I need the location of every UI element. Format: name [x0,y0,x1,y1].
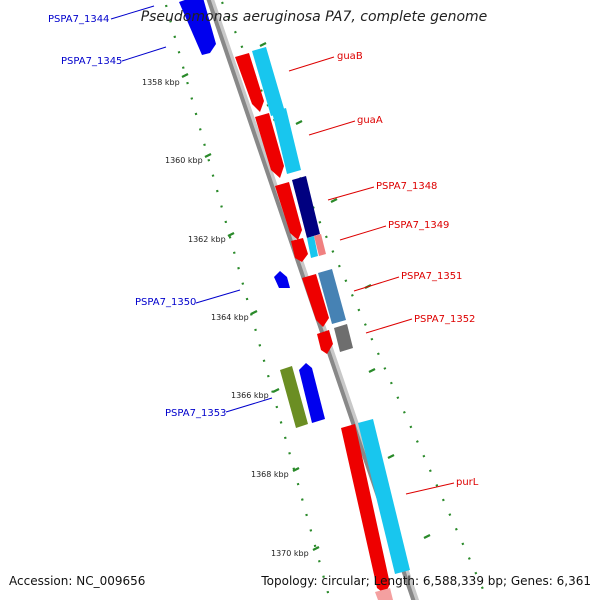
connector-PSPA7_1353 [225,397,273,413]
tick-label: 1358 kbp [142,78,180,87]
map-title: Pseudomonas aeruginosa PA7, complete gen… [140,9,488,25]
tick-label: 1368 kbp [251,470,289,479]
major-tick [312,546,320,551]
genome-summary-text: Topology: circular; Length: 6,588,339 bp… [261,574,591,588]
gene-label-PSPA7_1352[interactable]: PSPA7_1352 [414,314,475,325]
tick-label: 1364 kbp [211,313,249,322]
connector-PSPA7_1352 [365,318,413,334]
gene-purL[interactable] [341,424,390,594]
connector-PSPA7_1345 [121,46,167,62]
label-connectors [110,5,455,495]
tick-label: 1370 kbp [271,549,309,558]
major-tick [272,388,280,393]
gene-PSPA7_1348-track2[interactable] [292,176,320,238]
gene-label-PSPA7_1348[interactable]: PSPA7_1348 [376,181,437,192]
connector-PSPA7_1344 [110,5,155,20]
gene-PSPA7_1350[interactable] [274,271,290,288]
major-tick [181,73,189,78]
gene-PSPA7_1351-track2[interactable] [318,269,346,324]
gene-PSPA7_1352-track2[interactable] [334,324,353,352]
connector-PSPA7_1348 [327,186,375,201]
gene-guaA-track2[interactable] [272,108,301,174]
tick-label: 1366 kbp [231,391,269,400]
gene-PSPA7_1353-green[interactable] [280,366,308,428]
tick-label: 1362 kbp [188,235,226,244]
tick-labels: 1358 kbp 1360 kbp 1362 kbp 1364 kbp 1366… [142,78,309,558]
gene-label-PSPA7_1349[interactable]: PSPA7_1349 [388,220,449,231]
major-tick [204,153,212,158]
gene-label-PSPA7_1345[interactable]: PSPA7_1345 [61,56,122,67]
gene-label-guaB[interactable]: guaB [337,51,363,62]
tick-label: 1360 kbp [165,156,203,165]
gene-label-PSPA7_1350[interactable]: PSPA7_1350 [135,297,196,308]
connector-guaA [308,120,356,136]
major-tick [330,198,338,203]
major-tick [387,454,395,459]
gene-guaA[interactable] [255,113,284,178]
major-tick [227,232,235,237]
accession-text: Accession: NC_009656 [9,574,146,588]
connector-PSPA7_1349 [339,225,387,241]
connector-purL [405,482,455,495]
connector-guaB [288,56,335,72]
major-tick [368,368,376,373]
gene-PSPA7_1353[interactable] [299,363,325,423]
gene-PSPA7_1349-track2[interactable] [307,236,318,258]
gene-PSPA7_1344[interactable] [179,0,216,55]
gene-purL-track2[interactable] [358,419,410,574]
gene-PSPA7_1348[interactable] [275,182,302,240]
gene-label-PSPA7_1351[interactable]: PSPA7_1351 [401,271,462,282]
gene-guaB-track2[interactable] [252,47,285,116]
major-tick [259,42,267,47]
gene-label-PSPA7_1353[interactable]: PSPA7_1353 [165,408,226,419]
gene-label-guaA[interactable]: guaA [357,115,383,126]
gene-PSPA7_1352[interactable] [317,330,333,354]
major-tick [292,467,300,472]
major-tick [250,310,258,315]
gene-PSPA7_1349-track2b[interactable] [314,234,326,256]
gene-label-PSPA7_1344[interactable]: PSPA7_1344 [48,14,109,25]
gene-guaB[interactable] [235,53,264,112]
major-tick [295,120,303,125]
major-tick [423,534,431,539]
gene-PSPA7_1351[interactable] [302,274,329,327]
connector-PSPA7_1351 [353,276,400,292]
gene-purL-pink[interactable] [375,588,393,600]
connector-PSPA7_1350 [195,289,241,304]
outer-tick-ring [220,1,488,597]
gene-labels: PSPA7_1344 PSPA7_1345 guaB guaA PSPA7_13… [48,14,479,488]
gene-label-purL[interactable]: purL [456,477,479,488]
gene-PSPA7_1349[interactable] [291,238,308,262]
